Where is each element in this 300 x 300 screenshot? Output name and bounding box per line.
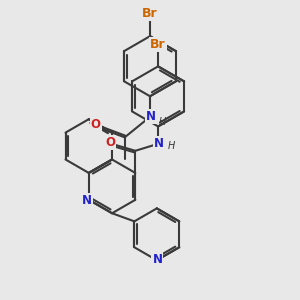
Text: N: N: [152, 253, 162, 266]
Text: O: O: [91, 118, 100, 131]
Text: Br: Br: [150, 38, 166, 51]
Text: Br: Br: [142, 7, 158, 20]
Text: O: O: [105, 136, 115, 149]
Text: N: N: [146, 110, 156, 123]
Text: H: H: [168, 141, 175, 152]
Text: H: H: [158, 116, 166, 127]
Text: N: N: [82, 194, 92, 207]
Text: N: N: [154, 137, 164, 150]
